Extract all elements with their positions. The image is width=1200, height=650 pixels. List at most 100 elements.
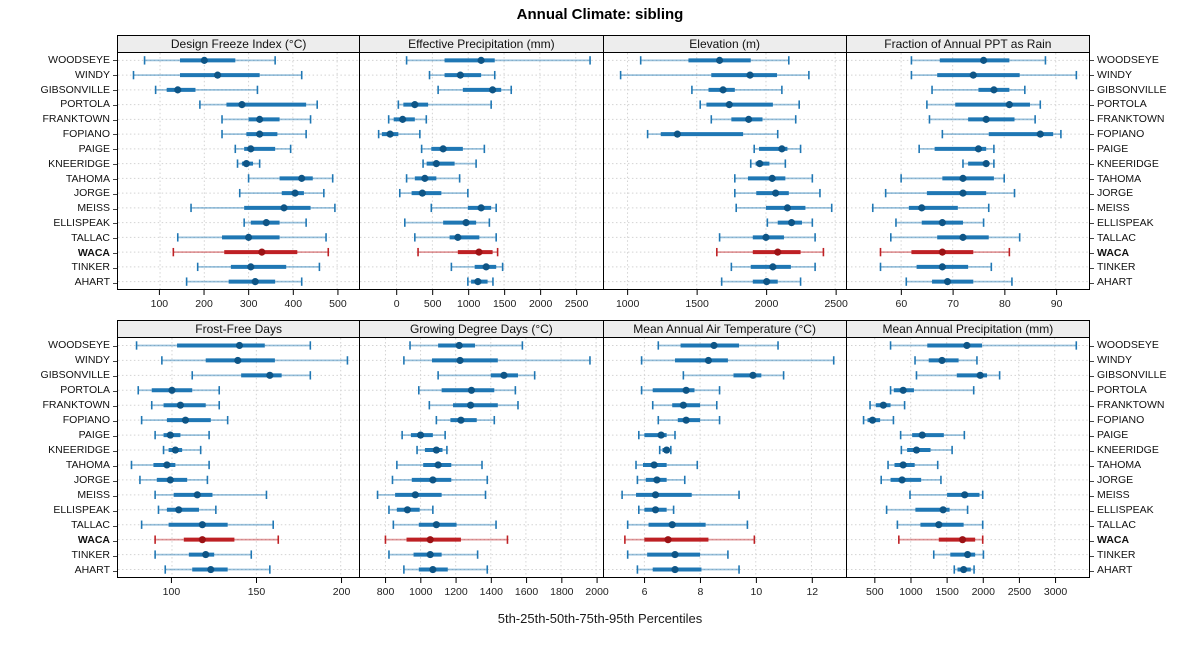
- median-dot: [982, 160, 990, 168]
- percentile-row-jorge: [238, 188, 325, 198]
- row-tick: [113, 495, 117, 497]
- row-tick: [113, 75, 117, 77]
- row-tick: [113, 282, 117, 284]
- row-tick: [113, 450, 117, 452]
- median-dot: [963, 551, 971, 559]
- station-label: FOPIANO: [1090, 127, 1200, 142]
- panel-canvas-fraction-of-annual-ppt-as-rain: [846, 53, 1089, 289]
- axis-tick-label: 800: [377, 586, 395, 598]
- percentile-row-portola: [397, 100, 493, 109]
- percentile-row-windy: [132, 70, 303, 80]
- median-dot: [744, 115, 752, 123]
- percentile-row-kneeridge: [416, 445, 448, 455]
- station-label: PORTOLA: [1090, 383, 1200, 398]
- row-tick: [1090, 435, 1094, 437]
- station-label-text: KNEERIDGE: [48, 444, 110, 456]
- percentile-row-fopiano: [862, 415, 894, 425]
- station-label-text: TAHOMA: [65, 459, 110, 471]
- row-tick: [113, 390, 117, 392]
- station-label: PORTOLA: [0, 383, 117, 398]
- panel-effective-precipitation-mm: [360, 53, 604, 290]
- percentile-row-woodseye: [639, 56, 790, 65]
- station-label-text: FRANKTOWN: [1097, 399, 1165, 411]
- percentile-row-woodseye: [910, 56, 1046, 65]
- median-dot: [715, 56, 723, 64]
- station-label-text: TALLAC: [71, 519, 110, 531]
- percentile-row-ahart: [953, 565, 975, 574]
- row-tick: [113, 60, 117, 62]
- station-label: TAHOMA: [1090, 458, 1200, 473]
- panel-strip-frost-free-days: Frost-Free Days: [117, 320, 361, 338]
- percentile-row-paige: [421, 144, 486, 154]
- percentile-row-franktown: [388, 115, 428, 124]
- percentile-row-ellispeak: [243, 218, 307, 227]
- row-tick: [1090, 119, 1094, 121]
- axis-tick-label: 1000: [615, 298, 639, 310]
- axis-tick-label: 2500: [824, 298, 848, 310]
- station-label: WACA: [0, 533, 117, 548]
- station-label: TALLAC: [1090, 231, 1200, 246]
- axis-tick-label: 1000: [899, 586, 923, 598]
- median-dot: [247, 263, 255, 271]
- percentile-row-jorge: [733, 188, 821, 198]
- row-tick: [113, 193, 117, 195]
- percentile-row-ellispeak: [885, 505, 969, 514]
- median-dot: [175, 506, 183, 514]
- station-label-text: AHART: [1097, 564, 1133, 576]
- median-dot: [718, 86, 727, 94]
- row-tick: [1090, 465, 1094, 467]
- median-dot: [762, 278, 770, 286]
- percentile-row-portola: [925, 100, 1041, 109]
- axis-tick-label: 100: [151, 298, 169, 310]
- percentile-row-tinker: [879, 262, 992, 272]
- percentile-row-ahart: [185, 277, 303, 286]
- strip-title: Fraction of Annual PPT as Rain: [884, 37, 1052, 51]
- percentile-row-jorge: [880, 475, 942, 485]
- row-tick: [113, 525, 117, 527]
- station-label: WOODSEYE: [1090, 53, 1200, 68]
- station-label: TAHOMA: [0, 172, 117, 187]
- station-label: PAIGE: [0, 142, 117, 157]
- station-label-text: PAIGE: [1097, 142, 1129, 155]
- median-dot: [959, 565, 967, 574]
- percentile-row-waca: [897, 535, 984, 544]
- median-dot: [979, 56, 987, 64]
- median-dot: [745, 71, 754, 79]
- percentile-row-tallac: [889, 233, 1021, 242]
- station-label-text: FOPIANO: [1097, 414, 1145, 426]
- percentile-row-waca: [154, 535, 280, 544]
- median-dot: [433, 521, 441, 529]
- median-dot: [455, 341, 464, 350]
- percentile-row-franktown: [928, 115, 1036, 124]
- percentile-row-woodseye: [656, 341, 779, 350]
- percentile-row-kneeridge: [162, 445, 202, 455]
- percentile-row-portola: [418, 386, 517, 395]
- median-dot: [670, 551, 679, 559]
- row-tick: [1090, 267, 1094, 269]
- percentile-row-fopiano: [646, 129, 779, 139]
- axis-tick-label: 500: [866, 586, 884, 598]
- station-label-text: FRANKTOWN: [1097, 113, 1165, 126]
- station-label: JORGE: [0, 473, 117, 488]
- station-label: WOODSEYE: [0, 338, 117, 353]
- median-dot: [938, 248, 946, 256]
- station-label: AHART: [1090, 563, 1200, 578]
- station-label-text: TAHOMA: [1097, 172, 1142, 185]
- percentile-row-tahoma: [886, 460, 939, 470]
- median-dot: [256, 130, 264, 138]
- station-label: TINKER: [1090, 260, 1200, 275]
- percentile-row-tallac: [896, 520, 984, 529]
- station-label: MEISS: [0, 488, 117, 503]
- station-label-text: WINDY: [75, 68, 110, 81]
- percentile-row-windy: [403, 356, 592, 365]
- row-tick: [113, 435, 117, 437]
- median-dot: [709, 341, 718, 350]
- axis-tick-label: 10: [750, 586, 762, 598]
- station-label-column: WOODSEYE WINDY GIBSONVILLE PORTOLA FRANKTOWN…: [0, 338, 117, 578]
- station-label: MEISS: [1090, 201, 1200, 216]
- median-dot: [214, 71, 222, 79]
- percentile-row-paige: [637, 430, 676, 440]
- station-label-column: WOODSEYE WINDY GIBSONVILLE PORTOLA FRANKTOWN…: [1090, 53, 1200, 290]
- strip-title: Frost-Free Days: [195, 322, 282, 336]
- median-dot: [768, 263, 776, 271]
